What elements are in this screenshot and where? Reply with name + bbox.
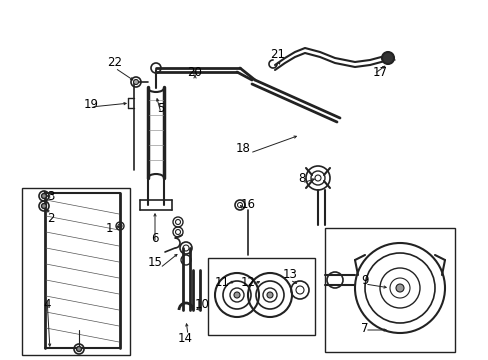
Circle shape xyxy=(41,194,46,198)
Text: 10: 10 xyxy=(194,298,209,311)
Bar xyxy=(325,228,454,352)
Bar xyxy=(22,188,130,355)
Text: 22: 22 xyxy=(107,55,122,68)
Text: 5: 5 xyxy=(157,102,164,114)
Text: 19: 19 xyxy=(83,99,98,112)
Text: 17: 17 xyxy=(372,66,386,78)
Circle shape xyxy=(266,292,272,298)
Circle shape xyxy=(41,203,46,208)
Circle shape xyxy=(395,284,403,292)
Text: 18: 18 xyxy=(235,141,250,154)
Circle shape xyxy=(76,346,81,351)
Bar xyxy=(207,258,314,335)
Text: 13: 13 xyxy=(282,269,297,282)
Text: 11: 11 xyxy=(214,275,229,288)
Text: 21: 21 xyxy=(270,49,285,62)
Text: 16: 16 xyxy=(240,198,255,211)
Text: 3: 3 xyxy=(47,189,55,202)
Text: 20: 20 xyxy=(187,66,202,78)
Text: 6: 6 xyxy=(151,231,159,244)
Text: 2: 2 xyxy=(47,211,55,225)
Text: 14: 14 xyxy=(177,332,192,345)
Text: 4: 4 xyxy=(43,298,51,311)
Circle shape xyxy=(381,52,393,64)
Text: 7: 7 xyxy=(361,321,368,334)
Text: 15: 15 xyxy=(147,256,162,269)
Circle shape xyxy=(234,292,240,298)
Text: 8: 8 xyxy=(298,171,305,184)
Text: 1: 1 xyxy=(105,221,113,234)
Text: 12: 12 xyxy=(240,275,255,288)
Text: 9: 9 xyxy=(361,274,368,287)
Circle shape xyxy=(133,80,138,85)
